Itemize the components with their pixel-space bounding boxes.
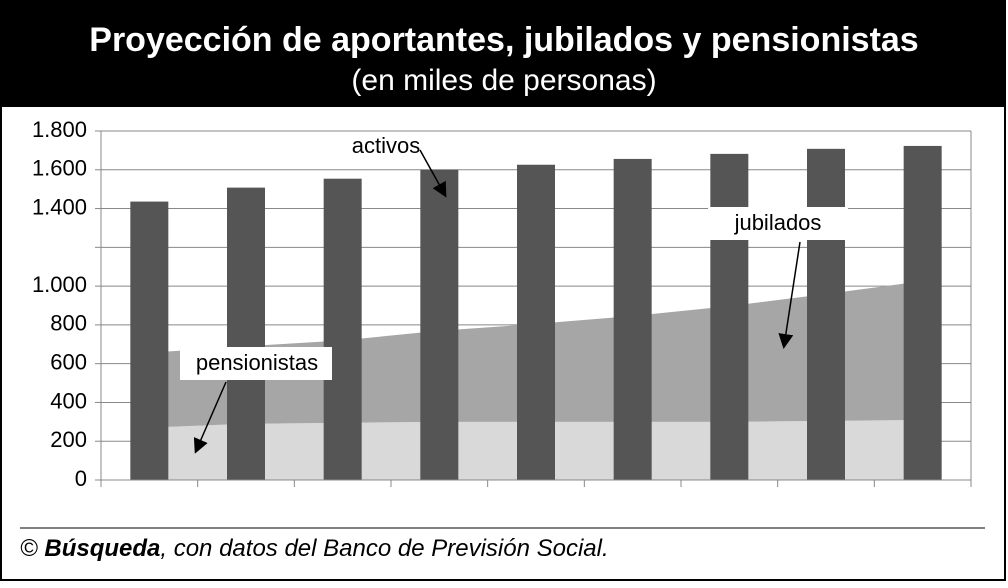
source-part: , con datos del Banco de Previsión Socia… [160,535,608,562]
bar [903,145,942,480]
bar [227,187,265,481]
title-bar [1,1,1005,107]
y-tick-label: 1.400 [32,194,87,219]
bar [517,164,555,480]
annotations: activos jubilados pensionistas [180,133,848,454]
chart-title: Proyección de aportantes, jubilados y pe… [89,21,918,59]
bar [807,148,845,481]
y-tick-label: 400 [50,388,87,413]
arrow [419,149,447,198]
bar [130,201,169,480]
bar [323,178,362,481]
label-box [180,347,332,380]
y-tick-label: 1.600 [32,156,87,181]
series-label: pensionistas [196,350,318,375]
series-label: jubilados [734,210,822,235]
chart-subtitle: (en miles de personas) [351,64,656,97]
y-tick-label: 600 [50,349,87,374]
series-label: activos [352,133,420,158]
plot: 0 200 400 600 800 1.000 1.400 1.600 1.800 [32,117,972,491]
y-tick-label: 0 [75,466,87,491]
y-tick-label: 200 [50,427,87,452]
bar [613,158,652,481]
source-part: Búsqueda [44,535,160,562]
source: © Búsqueda, con datos del Banco de Previ… [20,535,609,562]
y-tick-label: 1.800 [32,117,87,142]
y-tick-label: 1.000 [32,272,87,297]
bar [710,153,749,480]
label-box [708,207,848,240]
bar [420,169,459,480]
source-part: © [20,535,38,562]
y-tick-label: 800 [50,311,87,336]
arrow [193,381,227,454]
arrow [778,241,801,349]
